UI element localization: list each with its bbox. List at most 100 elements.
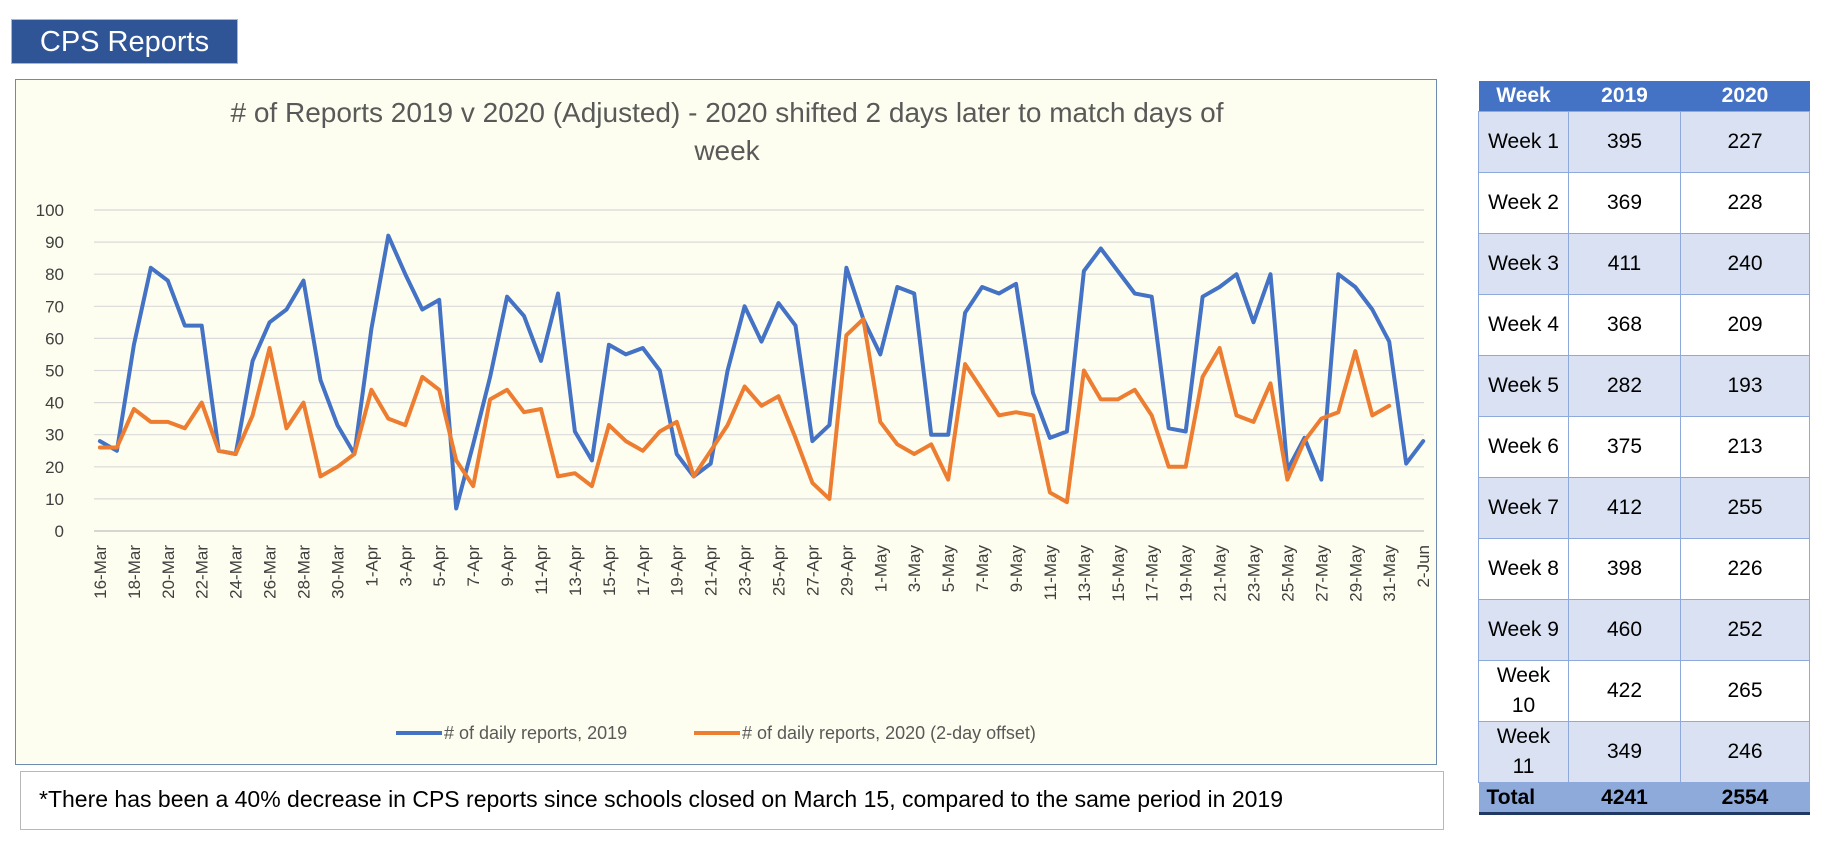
week-cell: Week 7 (1478, 477, 1569, 539)
value-2020-cell: 227 (1680, 111, 1810, 173)
value-2019-cell: 375 (1568, 416, 1681, 478)
value-2019-cell: 398 (1568, 538, 1681, 600)
total-2019: 4241 (1568, 782, 1681, 815)
value-2020-cell: 213 (1680, 416, 1810, 478)
x-tick-label: 17-Apr (634, 545, 653, 596)
y-tick-label: 60 (45, 329, 64, 348)
x-tick-label: 5-Apr (430, 545, 449, 587)
x-tick-label: 27-Apr (803, 545, 822, 596)
x-tick-label: 23-Apr (736, 545, 755, 596)
x-tick-label: 5-May (939, 545, 958, 593)
x-tick-label: 29-Apr (837, 545, 856, 596)
x-tick-label: 13-Apr (566, 545, 585, 596)
legend-label: # of daily reports, 2020 (2-day offset) (742, 723, 1036, 743)
week-cell: Week 11 (1478, 721, 1569, 783)
x-tick-label: 16-Mar (91, 545, 110, 599)
x-tick-label: 31-May (1380, 545, 1399, 602)
column-header-2019: 2019 (1568, 81, 1681, 112)
y-tick-label: 80 (45, 265, 64, 284)
week-cell: Week 5 (1478, 355, 1569, 417)
x-tick-label: 21-May (1211, 545, 1230, 602)
table-row: Week 8 398 226 (1478, 538, 1810, 600)
x-tick-label: 11-May (1041, 545, 1060, 601)
value-2019-cell: 460 (1568, 599, 1681, 661)
column-header-week: Week (1478, 81, 1569, 112)
value-2019-cell: 395 (1568, 111, 1681, 173)
x-tick-label: 19-May (1177, 545, 1196, 602)
x-tick-label: 22-Mar (193, 545, 212, 599)
total-label: Total (1478, 782, 1569, 815)
table-row: Week 7 412 255 (1478, 477, 1810, 539)
y-tick-label: 90 (45, 233, 64, 252)
value-2020-cell: 265 (1680, 660, 1810, 722)
series-lines (97, 233, 1426, 511)
x-tick-label: 1-May (871, 545, 890, 593)
chart-panel: # of Reports 2019 v 2020 (Adjusted) - 20… (15, 79, 1437, 765)
x-tick-label: 3-May (905, 545, 924, 593)
table-row: Week 9 460 252 (1478, 599, 1810, 661)
x-tick-label: 26-Mar (261, 545, 280, 599)
x-tick-label: 17-May (1143, 545, 1162, 602)
value-2019-cell: 349 (1568, 721, 1681, 783)
x-tick-label: 29-May (1346, 545, 1365, 602)
x-tick-label: 9-Apr (498, 545, 517, 587)
value-2020-cell: 255 (1680, 477, 1810, 539)
line-chart: # of Reports 2019 v 2020 (Adjusted) - 20… (36, 97, 1434, 743)
x-tick-label: 3-Apr (396, 545, 415, 587)
value-2019-cell: 369 (1568, 172, 1681, 234)
week-cell: Week 1 (1478, 111, 1569, 173)
x-tick-label: 11-Apr (532, 545, 551, 595)
table-row: Week 1 395 227 (1478, 111, 1810, 173)
legend-item: # of daily reports, 2020 (2-day offset) (694, 723, 1036, 743)
table-row: Week 5 282 193 (1478, 355, 1810, 417)
x-tick-label: 2-Jun (1414, 545, 1433, 588)
value-2019-cell: 412 (1568, 477, 1681, 539)
week-cell: Week 10 (1478, 660, 1569, 722)
x-tick-label: 20-Mar (159, 545, 178, 599)
y-axis-ticks: 0 10 20 30 40 50 60 70 80 90 100 (36, 201, 64, 541)
footnote: *There has been a 40% decrease in CPS re… (20, 771, 1444, 830)
y-tick-label: 70 (45, 297, 64, 316)
series-line-2019 (97, 233, 1426, 511)
value-2020-cell: 240 (1680, 233, 1810, 295)
x-tick-label: 23-May (1245, 545, 1264, 602)
value-2019-cell: 282 (1568, 355, 1681, 417)
week-cell: Week 8 (1478, 538, 1569, 600)
total-2020: 2554 (1680, 782, 1810, 815)
x-tick-label: 18-Mar (125, 545, 144, 599)
y-tick-label: 50 (45, 362, 64, 381)
value-2019-cell: 368 (1568, 294, 1681, 356)
y-tick-label: 10 (45, 490, 64, 509)
y-tick-label: 40 (45, 394, 64, 413)
value-2019-cell: 411 (1568, 233, 1681, 295)
table-total-row: Total 4241 2554 (1478, 782, 1810, 815)
x-tick-label: 13-May (1075, 545, 1094, 602)
x-tick-label: 24-Mar (227, 545, 246, 599)
week-cell: Week 2 (1478, 172, 1569, 234)
x-tick-label: 7-Apr (464, 545, 483, 587)
x-tick-label: 28-Mar (295, 545, 314, 599)
column-header-2020: 2020 (1680, 81, 1810, 112)
y-tick-label: 20 (45, 458, 64, 477)
x-tick-label: 9-May (1007, 545, 1026, 593)
x-tick-label: 25-Apr (770, 545, 789, 596)
chart-title-line-2: week (693, 135, 760, 166)
week-cell: Week 3 (1478, 233, 1569, 295)
x-tick-label: 19-Apr (668, 545, 687, 596)
value-2019-cell: 422 (1568, 660, 1681, 722)
value-2020-cell: 228 (1680, 172, 1810, 234)
week-cell: Week 4 (1478, 294, 1569, 356)
table-header-row: Week 2019 2020 (1478, 81, 1810, 112)
table-row: Week 3 411 240 (1478, 233, 1810, 295)
table-row: Week 11 349 246 (1478, 721, 1810, 783)
value-2020-cell: 226 (1680, 538, 1810, 600)
x-tick-label: 21-Apr (702, 545, 721, 596)
x-tick-label: 25-May (1278, 545, 1297, 602)
x-tick-label: 30-Mar (328, 545, 347, 599)
x-tick-label: 7-May (973, 545, 992, 593)
x-tick-label: 15-Apr (600, 545, 619, 596)
table-row: Week 10 422 265 (1478, 660, 1810, 722)
value-2020-cell: 252 (1680, 599, 1810, 661)
week-cell: Week 9 (1478, 599, 1569, 661)
legend-label: # of daily reports, 2019 (444, 723, 627, 743)
